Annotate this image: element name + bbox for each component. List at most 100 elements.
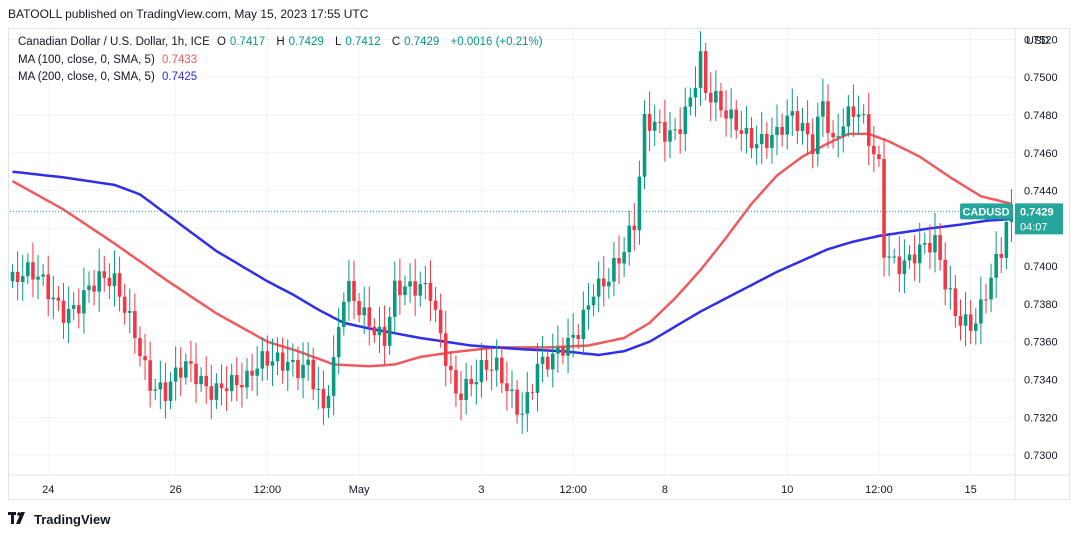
candle-body: [87, 285, 91, 291]
y-tick-label: 0.7480: [1024, 110, 1058, 122]
price-tag-countdown: 04:07: [1020, 221, 1048, 233]
candle-body: [902, 260, 907, 275]
candle-body: [331, 357, 336, 396]
candle-body: [994, 253, 998, 278]
candle-body: [734, 109, 739, 131]
candle-body: [97, 271, 101, 292]
candle-body: [968, 314, 973, 331]
candle-body: [754, 144, 759, 149]
candle-body: [805, 122, 810, 135]
candle-body: [291, 359, 295, 363]
candle-body: [224, 388, 229, 392]
candle-body: [275, 352, 280, 362]
candle-body: [836, 136, 840, 138]
candle-body: [856, 114, 861, 117]
candle-body: [596, 278, 601, 297]
candle-body: [790, 111, 795, 116]
y-tick-label: 0.7300: [1024, 450, 1058, 462]
candle-body: [810, 134, 815, 154]
candle-body: [683, 106, 688, 134]
candle-series: [10, 31, 1014, 435]
candle-body: [10, 271, 15, 282]
candle-body: [326, 395, 331, 409]
candle-body: [199, 375, 203, 385]
candle-body: [260, 351, 265, 369]
x-axis[interactable]: 24 26 12:00 May 3 12:00 8 10 12:00 15: [8, 474, 1070, 496]
candle-body: [143, 356, 147, 361]
candle-body: [311, 359, 316, 390]
candle-body: [454, 370, 458, 394]
candle-body: [550, 353, 555, 370]
candle-body: [515, 389, 519, 415]
legend-ma200-row[interactable]: MA (200, close, 0, SMA, 5) 0.7425: [18, 71, 201, 83]
candle-body: [82, 290, 86, 314]
candle-body: [668, 130, 672, 142]
x-tick-label: 8: [662, 484, 668, 496]
candle-body: [887, 256, 891, 258]
candle-body: [765, 133, 769, 148]
candle-body: [907, 254, 912, 261]
candle-body: [510, 389, 514, 391]
candle-body: [46, 274, 51, 300]
candle-body: [377, 326, 382, 336]
candle-body: [285, 362, 290, 371]
price-chart[interactable]: 0.7300 0.7320 0.7340 0.7360 0.7380 0.7400 0.74…: [0, 0, 1079, 500]
candle-body: [413, 281, 417, 296]
candle-body: [484, 360, 489, 370]
ma100-label: MA (100, close, 0, SMA, 5): [18, 54, 155, 66]
candle-body: [566, 337, 570, 356]
candle-body: [403, 286, 407, 296]
symbol-name[interactable]: Canadian Dollar / U.S. Dollar, 1h, ICE: [18, 36, 210, 48]
candle-body: [775, 126, 779, 136]
candle-body: [897, 256, 902, 275]
candle-body: [923, 243, 927, 245]
candle-body: [382, 326, 387, 346]
x-tick-label: 24: [42, 484, 54, 496]
candle-body: [917, 244, 922, 264]
candle-body: [841, 126, 846, 137]
candle-body: [540, 356, 545, 364]
candle-body: [250, 370, 254, 376]
tradingview-footer[interactable]: TradingView: [8, 512, 110, 527]
candle-body: [973, 323, 978, 331]
candle-body: [489, 369, 494, 371]
x-tick-label: 12:00: [559, 484, 587, 496]
candle-body: [591, 296, 596, 306]
candle-body: [112, 273, 117, 287]
ma200-label: MA (200, close, 0, SMA, 5): [18, 71, 155, 83]
candle-body: [214, 383, 219, 400]
ohlc-low: L 0.7412: [335, 36, 381, 48]
y-tick-label: 0.7380: [1024, 299, 1058, 311]
ma200-value: 0.7425: [161, 71, 198, 83]
ma100-series: [11, 132, 1012, 368]
candle-body: [347, 281, 351, 302]
candle-body: [622, 252, 626, 264]
candle-body: [688, 97, 693, 107]
legend-ma100-row[interactable]: MA (100, close, 0, SMA, 5) 0.7433: [18, 54, 201, 66]
candle-body: [56, 297, 61, 301]
candle-body: [66, 308, 71, 323]
candle-body: [933, 235, 937, 253]
candle-body: [316, 388, 321, 390]
tradingview-brand: TradingView: [34, 512, 111, 527]
candle-body: [184, 361, 188, 378]
candle-body: [785, 115, 789, 135]
candle-body: [423, 282, 428, 285]
price-tag: [1015, 203, 1063, 235]
candle-body: [724, 110, 728, 119]
candle-body: [301, 364, 305, 379]
candle-body: [729, 109, 733, 119]
candle-body: [255, 368, 259, 376]
y-axis[interactable]: 0.7300 0.7320 0.7340 0.7360 0.7380 0.7400 0.74…: [1014, 28, 1058, 500]
candle-body: [280, 352, 285, 371]
candle-body: [387, 316, 392, 346]
candle-body: [61, 300, 66, 323]
publish-info: BATOOLL published on TradingView.com, Ma…: [8, 7, 369, 21]
candle-body: [851, 106, 856, 117]
candle-body: [443, 333, 448, 366]
x-tick-label: May: [349, 484, 370, 496]
candle-body: [607, 281, 611, 287]
candle-body: [882, 159, 886, 258]
candle-body: [1004, 221, 1009, 258]
candle-body: [392, 280, 397, 317]
